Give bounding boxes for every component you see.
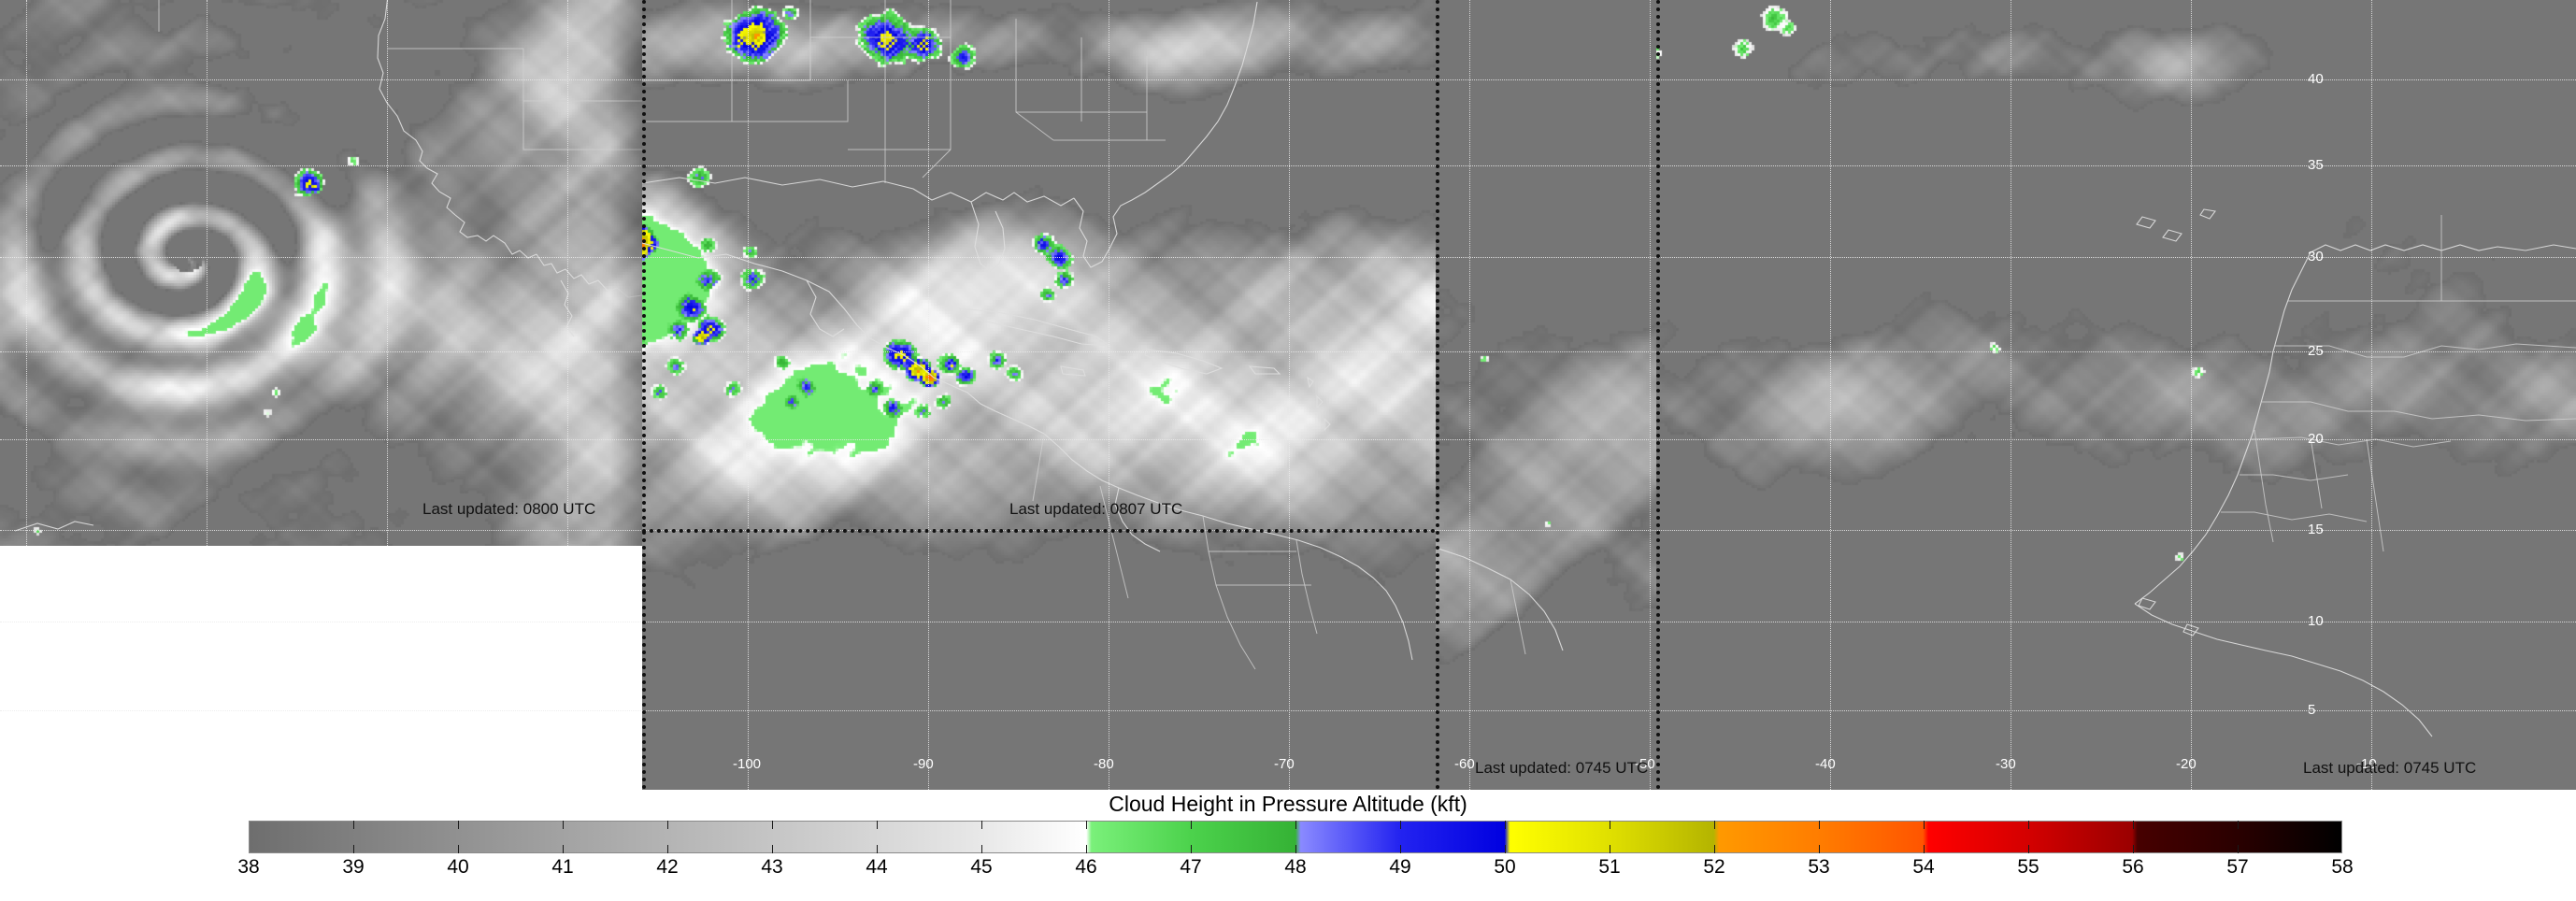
last-updated-label: Last updated: 0745 UTC [1475, 759, 1649, 777]
no-data-region [0, 546, 642, 790]
satellite-panel-central-atlantic[interactable] [1436, 0, 1656, 790]
last-updated-label: Last updated: 0807 UTC [1009, 500, 1183, 518]
colorbar-tick-label: 48 [1284, 856, 1307, 878]
satellite-panel-west[interactable] [0, 0, 642, 546]
timestamp-group: Last updated: 0800 UTC Last updated: 0807… [422, 500, 2477, 777]
colorbar-tick-label: 52 [1703, 856, 1725, 878]
colorbar-area: Cloud Height in Pressure Altitude (kft) … [0, 790, 2576, 901]
colorbar-tick-label: 58 [2331, 856, 2354, 878]
colorbar-tick-label: 54 [1912, 856, 1935, 878]
colorbar-tick-label: 46 [1075, 856, 1097, 878]
last-updated-label: Last updated: 0800 UTC [422, 500, 596, 518]
colorbar-tick-label: 41 [551, 856, 574, 878]
last-updated-label: Last updated: 0745 UTC [2303, 759, 2477, 777]
colorbar-gradient[interactable] [249, 821, 2342, 853]
colorbar-tick-label: 57 [2226, 856, 2249, 878]
colorbar-tick-label: 42 [656, 856, 679, 878]
colorbar-tick-label: 43 [761, 856, 783, 878]
satellite-mosaic[interactable]: -100 -90 -80 -70 -60 -50 -40 -30 -20 -10 40 35 30 25 2… [0, 0, 2576, 790]
panel-separator-east [1656, 0, 1660, 790]
colorbar-tick-label: 44 [866, 856, 888, 878]
panel-separator-central [1436, 0, 1439, 790]
colorbar-tick-label: 39 [342, 856, 365, 878]
colorbar-tick-label: 55 [2017, 856, 2039, 878]
panel-separator-horizontal [642, 529, 1436, 533]
satellite-panel-main[interactable] [642, 0, 1436, 790]
colorbar-tick-label: 40 [447, 856, 469, 878]
colorbar-tick-labels: 38 39 40 41 42 43 44 45 46 47 48 49 50 51 52 53 54 55 56 57… [237, 856, 2353, 884]
colorbar-tick-label: 45 [970, 856, 993, 878]
panel-separator-west [642, 0, 646, 790]
satellite-panel-east-atlantic[interactable] [1656, 0, 2576, 790]
colorbar-tick-label: 49 [1389, 856, 1411, 878]
colorbar-tick-label: 53 [1808, 856, 1830, 878]
colorbar-tick-label: 47 [1180, 856, 1202, 878]
colorbar-tick-label: 38 [237, 856, 260, 878]
colorbar-tick-label: 56 [2122, 856, 2144, 878]
colorbar-tick-label: 50 [1494, 856, 1516, 878]
colorbar-tick-label: 51 [1598, 856, 1621, 878]
cloud-field-central-atlantic [1436, 0, 1656, 790]
colorbar-title: Cloud Height in Pressure Altitude (kft) [1109, 792, 1467, 816]
